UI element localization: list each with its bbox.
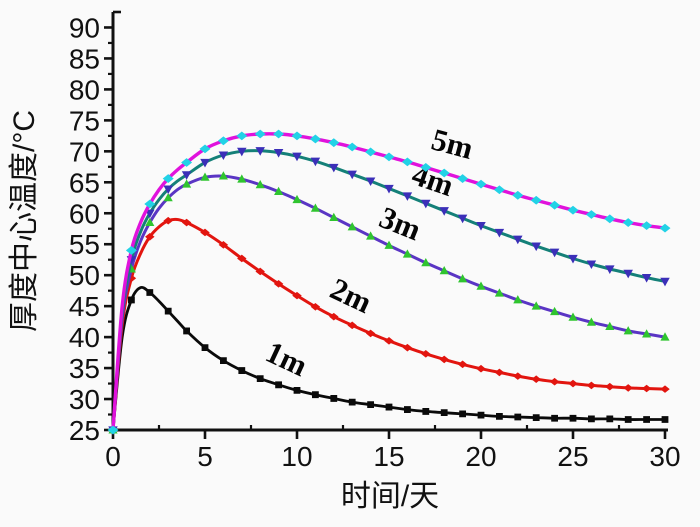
y-tick-label: 90	[69, 12, 100, 43]
series-markers-2m	[108, 216, 670, 434]
y-tick-label: 25	[69, 415, 100, 446]
x-tick-label: 15	[373, 441, 404, 472]
x-tick-label: 10	[281, 441, 312, 472]
x-tick-label: 0	[105, 441, 121, 472]
y-tick-label: 80	[69, 74, 100, 105]
x-tick-label: 20	[465, 441, 496, 472]
x-tick-label: 25	[557, 441, 588, 472]
series-label-3m: 3m	[375, 199, 427, 247]
y-tick-label: 30	[69, 384, 100, 415]
series-markers-5m	[107, 129, 671, 435]
y-tick-label: 40	[69, 322, 100, 353]
y-tick-label: 35	[69, 353, 100, 384]
x-tick-label: 5	[197, 441, 213, 472]
y-axis-title: 厚度中心温度/°C	[8, 110, 41, 332]
y-tick-label: 55	[69, 229, 100, 260]
y-tick-label: 50	[69, 260, 100, 291]
y-tick-label: 45	[69, 291, 100, 322]
y-tick-label: 75	[69, 105, 100, 136]
y-tick-label: 70	[69, 136, 100, 167]
y-tick-label: 65	[69, 167, 100, 198]
y-tick-label: 60	[69, 198, 100, 229]
series-label-5m: 5m	[428, 121, 477, 166]
series-line-2m	[111, 217, 667, 432]
series-label-1m: 1m	[261, 334, 313, 383]
series-markers-1m	[109, 289, 669, 434]
y-tick-label: 85	[69, 43, 100, 74]
series-markers-4m	[108, 147, 670, 435]
series-label-2m: 2m	[325, 271, 377, 320]
x-axis-title: 时间/天	[341, 480, 439, 513]
x-tick-label: 30	[649, 441, 680, 472]
